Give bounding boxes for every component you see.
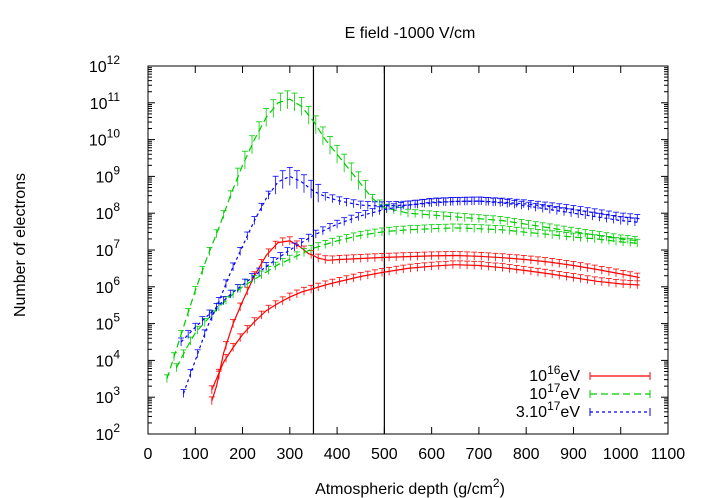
legend-label-exp: 17 — [547, 399, 561, 413]
y-tick-exp: 11 — [108, 90, 121, 104]
y-tick-base: 10 — [96, 243, 114, 260]
y-tick-label: 104 — [96, 347, 121, 370]
x-tick-label: 600 — [418, 446, 445, 463]
y-tick-base: 10 — [90, 96, 108, 113]
y-tick-base: 10 — [96, 280, 114, 297]
series-line — [180, 200, 640, 343]
y-tick-label: 1012 — [89, 53, 120, 76]
x-axis-title-end: ) — [500, 481, 505, 498]
series-layer — [163, 90, 641, 405]
y-tick-exp: 12 — [107, 53, 121, 67]
y-tick-label: 102 — [96, 421, 121, 444]
series-line — [175, 227, 640, 369]
x-tick-label: 500 — [371, 446, 398, 463]
series-group — [208, 236, 641, 405]
x-tick-label: 1000 — [603, 446, 639, 463]
y-tick-base: 10 — [96, 390, 114, 407]
y-axis-title: Number of electrons — [12, 173, 29, 317]
legend-label-unit: eV — [560, 404, 580, 421]
y-tick-exp: 10 — [107, 127, 121, 141]
tick-layer: 0 100 200 300 400 500 600 700 800 900 1000 11001021… — [89, 53, 685, 463]
x-tick-label: 800 — [513, 446, 540, 463]
x-tick-label: 400 — [324, 446, 351, 463]
legend-label: 3.1017eV — [516, 399, 580, 421]
y-tick-base: 10 — [89, 133, 107, 150]
series-group — [163, 90, 641, 383]
vertical-marker-layer — [312, 66, 385, 434]
legend-label-exp: 16 — [547, 363, 561, 377]
y-tick-label: 1010 — [89, 127, 120, 150]
series-group — [178, 166, 641, 398]
series-line — [166, 98, 640, 379]
x-tick-label: 900 — [560, 446, 587, 463]
y-tick-label: 105 — [96, 311, 121, 334]
y-tick-label: 107 — [96, 237, 121, 260]
legend-label-unit: eV — [560, 386, 580, 403]
legend-label-base: 10 — [529, 368, 547, 385]
x-tick-label: 700 — [466, 446, 493, 463]
x-tick-label: 300 — [276, 446, 303, 463]
y-tick-exp: 5 — [113, 311, 120, 325]
y-tick-exp: 8 — [113, 200, 120, 214]
y-tick-base: 10 — [96, 427, 114, 444]
chart-title: E field -1000 V/cm — [345, 25, 476, 42]
y-tick-exp: 9 — [113, 163, 120, 177]
x-tick-label: 1100 — [651, 446, 686, 463]
y-tick-base: 10 — [96, 206, 114, 223]
plot-frame — [147, 65, 669, 435]
y-tick-label: 106 — [96, 274, 121, 297]
y-tick-exp: 2 — [113, 421, 120, 435]
y-tick-base: 10 — [96, 317, 114, 334]
y-tick-base: 10 — [89, 59, 107, 76]
y-tick-label: 109 — [96, 163, 121, 186]
y-tick-exp: 7 — [113, 237, 120, 251]
y-tick-exp: 3 — [113, 384, 120, 398]
legend-label: 1016eV — [529, 363, 580, 385]
y-tick-base: 10 — [96, 353, 114, 370]
x-tick-label: 200 — [229, 446, 256, 463]
x-axis-title: Atmospheric depth (g/cm2) — [315, 476, 505, 498]
y-tick-base: 10 — [96, 169, 114, 186]
x-axis-title-main: Atmospheric depth (g/cm — [315, 481, 493, 498]
x-tick-label: 0 — [144, 446, 153, 463]
y-tick-exp: 6 — [113, 274, 120, 288]
x-axis-title-sup: 2 — [493, 476, 500, 490]
legend-label: 1017eV — [529, 381, 580, 403]
x-tick-label: 100 — [182, 446, 209, 463]
y-tick-label: 108 — [96, 200, 121, 223]
legend-label-exp: 17 — [547, 381, 561, 395]
series-line — [211, 264, 640, 391]
y-tick-exp: 4 — [113, 347, 120, 361]
y-tick-label: 103 — [96, 384, 121, 407]
y-tick-label: 1011 — [90, 90, 121, 113]
legend-label-unit: eV — [560, 368, 580, 385]
legend-label-base: 3.10 — [516, 404, 547, 421]
legend-label-base: 10 — [529, 386, 547, 403]
